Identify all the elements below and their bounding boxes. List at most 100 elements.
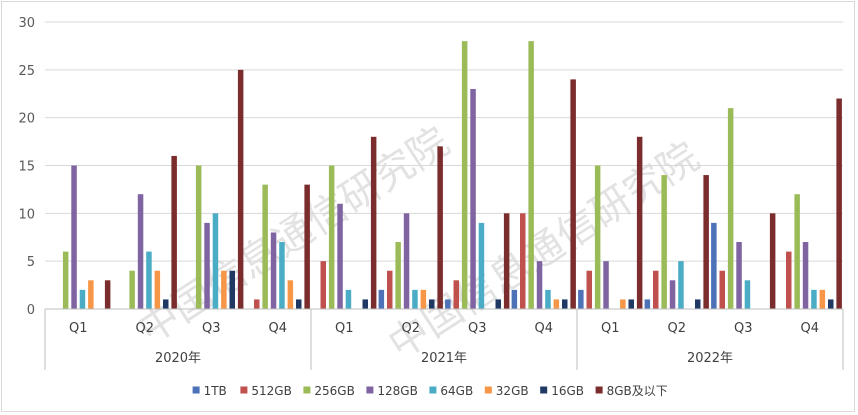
bar-16GB-2020年-Q4 bbox=[296, 299, 302, 309]
bar-128GB-2020年-Q2 bbox=[137, 194, 144, 309]
legend-label-1TB: 1TB bbox=[204, 384, 227, 398]
bar-8GB及以下-2022年-Q4 bbox=[836, 98, 842, 309]
legend-swatch-32GB bbox=[484, 386, 492, 394]
legend-swatch-16GB bbox=[540, 386, 548, 394]
bar-16GB-2020年-Q3 bbox=[229, 270, 235, 309]
bar-16GB-2021年-Q1 bbox=[362, 299, 368, 309]
bar-layer bbox=[62, 41, 842, 310]
bar-64GB-2022年-Q4 bbox=[811, 289, 817, 309]
bar-512GB-2021年-Q1 bbox=[320, 261, 326, 309]
bar-256GB-2021年-Q2 bbox=[395, 242, 401, 309]
bar-128GB-2022年-Q1 bbox=[603, 261, 609, 309]
quarter-label-2021年-Q2: Q2 bbox=[401, 321, 420, 336]
bar-64GB-2021年-Q4 bbox=[545, 289, 551, 309]
bar-128GB-2022年-Q2 bbox=[669, 280, 676, 309]
y-tick-label-30: 30 bbox=[18, 16, 35, 31]
bar-1TB-2022年-Q1 bbox=[578, 289, 584, 309]
legend-label-16GB: 16GB bbox=[551, 384, 584, 398]
bar-128GB-2020年-Q4 bbox=[270, 232, 277, 309]
legend-label-64GB: 64GB bbox=[440, 384, 473, 398]
y-tick-label-0: 0 bbox=[27, 303, 35, 318]
bar-256GB-2020年-Q3 bbox=[195, 165, 202, 309]
legend-swatch-64GB bbox=[429, 386, 437, 394]
bar-256GB-2022年-Q3 bbox=[727, 108, 734, 309]
bar-64GB-2020年-Q1 bbox=[79, 289, 86, 309]
bar-32GB-2021年-Q4 bbox=[553, 299, 560, 309]
bar-64GB-2020年-Q2 bbox=[146, 251, 152, 309]
bar-256GB-2020年-Q4 bbox=[262, 184, 268, 309]
quarter-label-2022年-Q1: Q1 bbox=[601, 321, 620, 336]
bar-256GB-2021年-Q1 bbox=[328, 165, 335, 309]
bar-64GB-2020年-Q3 bbox=[212, 213, 219, 309]
axis-layer: 0 5 10 15 20 25 30 Q1 Q2 Q3 Q4 2020年 Q1 Q2 Q3 Q4 2021年 Q1… bbox=[18, 16, 844, 370]
bar-32GB-2020年-Q4 bbox=[287, 280, 294, 309]
bar-8GB及以下-2021年-Q3 bbox=[503, 213, 510, 309]
quarter-label-2020年-Q2: Q2 bbox=[135, 321, 154, 336]
quarter-label-2020年-Q3: Q3 bbox=[202, 321, 221, 336]
legend-label-128GB: 128GB bbox=[377, 384, 417, 398]
legend-label-32GB: 32GB bbox=[496, 384, 529, 398]
quarter-label-2022年-Q2: Q2 bbox=[667, 321, 686, 336]
bar-64GB-2021年-Q1 bbox=[345, 289, 352, 309]
bar-256GB-2020年-Q1 bbox=[62, 251, 69, 309]
bar-8GB及以下-2020年-Q1 bbox=[104, 280, 111, 309]
quarter-label-2021年-Q3: Q3 bbox=[468, 321, 487, 336]
bar-8GB及以下-2021年-Q2 bbox=[437, 146, 443, 309]
bar-128GB-2022年-Q4 bbox=[802, 242, 809, 309]
bar-512GB-2021年-Q2 bbox=[387, 270, 393, 309]
y-tick-label-5: 5 bbox=[27, 255, 35, 270]
bar-16GB-2021年-Q3 bbox=[495, 299, 501, 309]
legend-swatch-512GB bbox=[240, 386, 248, 394]
bar-128GB-2022年-Q3 bbox=[736, 242, 742, 309]
bar-1TB-2021年-Q3 bbox=[445, 299, 451, 309]
y-tick-label-10: 10 bbox=[18, 207, 35, 222]
year-label-2: 2022年 bbox=[687, 351, 733, 366]
bar-16GB-2022年-Q2 bbox=[695, 299, 701, 309]
grid-layer bbox=[45, 21, 843, 310]
bar-8GB及以下-2022年-Q1 bbox=[636, 136, 643, 309]
bar-64GB-2020年-Q4 bbox=[279, 242, 285, 309]
bar-1TB-2022年-Q3 bbox=[711, 222, 717, 309]
legend-label-8GB及以下: 8GB及以下 bbox=[607, 384, 668, 398]
bar-128GB-2020年-Q1 bbox=[71, 165, 77, 309]
bar-512GB-2021年-Q4 bbox=[520, 213, 526, 309]
bar-1TB-2022年-Q2 bbox=[644, 299, 651, 309]
quarter-label-2022年-Q4: Q4 bbox=[800, 321, 819, 336]
bar-64GB-2021年-Q2 bbox=[412, 289, 418, 309]
legend-swatch-1TB bbox=[192, 386, 200, 394]
quarter-label-2022年-Q3: Q3 bbox=[734, 321, 753, 336]
bar-128GB-2021年-Q2 bbox=[403, 213, 410, 309]
bar-16GB-2022年-Q4 bbox=[828, 299, 834, 309]
year-label-0: 2020年 bbox=[155, 351, 201, 366]
legend-swatch-8GB及以下 bbox=[595, 386, 603, 394]
bar-16GB-2021年-Q4 bbox=[562, 299, 568, 309]
bar-16GB-2022年-Q1 bbox=[628, 299, 634, 309]
bar-32GB-2021年-Q2 bbox=[420, 289, 427, 309]
bar-512GB-2022年-Q4 bbox=[786, 251, 792, 309]
bar-32GB-2022年-Q4 bbox=[819, 289, 826, 309]
bar-512GB-2022年-Q1 bbox=[586, 270, 592, 309]
bar-16GB-2020年-Q2 bbox=[163, 299, 169, 309]
y-tick-label-25: 25 bbox=[18, 64, 35, 79]
bar-256GB-2022年-Q2 bbox=[661, 175, 667, 309]
bar-512GB-2022年-Q2 bbox=[653, 270, 659, 309]
bar-32GB-2020年-Q3 bbox=[221, 270, 227, 309]
bar-256GB-2022年-Q4 bbox=[794, 194, 800, 309]
bar-1TB-2021年-Q2 bbox=[378, 289, 385, 309]
quarter-label-2020年-Q4: Q4 bbox=[268, 321, 287, 336]
bar-128GB-2021年-Q1 bbox=[337, 203, 343, 309]
bar-256GB-2020年-Q2 bbox=[129, 270, 135, 309]
quarter-label-2020年-Q1: Q1 bbox=[69, 321, 88, 336]
y-tick-label-15: 15 bbox=[18, 160, 35, 175]
bar-32GB-2020年-Q1 bbox=[88, 280, 94, 309]
bar-32GB-2020年-Q2 bbox=[154, 270, 161, 309]
bar-1TB-2021年-Q4 bbox=[511, 289, 518, 309]
bar-16GB-2021年-Q2 bbox=[429, 299, 435, 309]
bar-64GB-2021年-Q3 bbox=[478, 222, 485, 309]
legend-swatch-128GB bbox=[366, 386, 374, 394]
bar-64GB-2022年-Q2 bbox=[678, 261, 684, 309]
bar-32GB-2022年-Q1 bbox=[620, 299, 626, 309]
legend-label-256GB: 256GB bbox=[314, 384, 354, 398]
